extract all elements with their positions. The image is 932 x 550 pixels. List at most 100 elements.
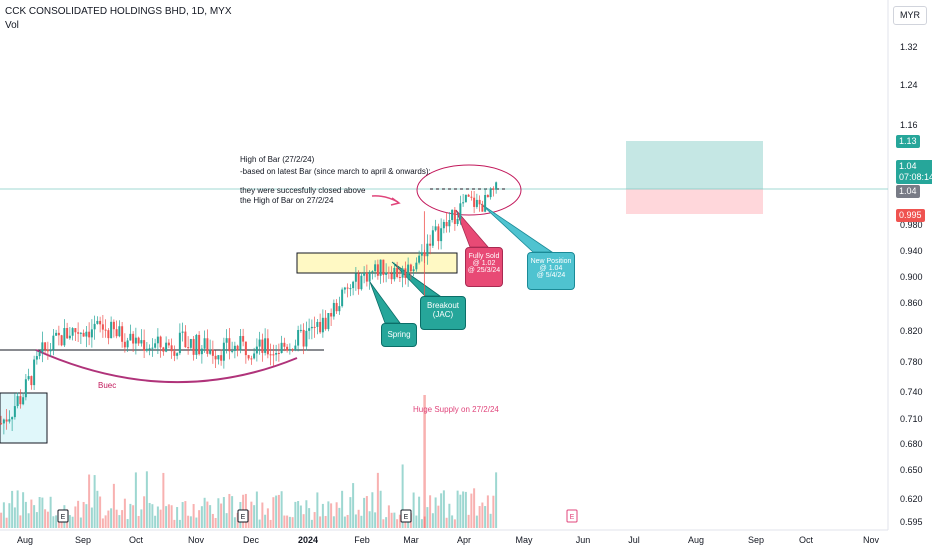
candle-body: [275, 353, 278, 355]
candle-body: [209, 349, 212, 354]
x-tick-label: Oct: [129, 535, 144, 545]
volume-bar: [261, 502, 264, 528]
candle-body: [368, 271, 371, 282]
candle-body: [110, 321, 113, 339]
spring-label: Spring: [387, 330, 411, 339]
volume-bar: [313, 512, 316, 528]
volume-bar: [217, 498, 220, 528]
sold-label: Fully Sold: [468, 253, 500, 260]
volume-bar: [434, 497, 437, 528]
volume-label: Vol: [5, 20, 19, 31]
candle-body: [412, 269, 415, 272]
volume-bar: [46, 511, 49, 528]
candle-body: [313, 326, 316, 328]
volume-bar: [354, 514, 357, 528]
volume-bar: [13, 507, 16, 528]
x-tick-label: Sep: [75, 535, 91, 545]
volume-bar: [90, 507, 93, 528]
volume-bar: [187, 515, 190, 528]
candle-body: [162, 347, 165, 352]
candle-body: [253, 353, 256, 359]
candle-body: [401, 268, 404, 278]
volume-bar: [324, 515, 327, 528]
volume-bar: [250, 501, 253, 528]
candle-body: [357, 273, 360, 290]
candle-body: [0, 423, 3, 425]
volume-bar: [462, 491, 465, 528]
buec-arc: [35, 349, 298, 384]
candle-body: [49, 349, 52, 352]
earnings-marker: [400, 509, 412, 523]
candle-body: [236, 345, 239, 351]
volume-bar: [363, 497, 366, 528]
candle-body: [343, 287, 346, 290]
candle-body: [93, 323, 96, 330]
candle-body: [360, 275, 363, 290]
candle-body: [96, 320, 99, 324]
candle-body: [203, 338, 206, 349]
candle-body: [308, 328, 311, 331]
volume-bar: [286, 515, 289, 528]
candle-body: [352, 281, 355, 289]
earnings-marker: [566, 509, 578, 523]
target-price-tag: 1.13: [896, 135, 920, 148]
volume-bar: [55, 515, 58, 528]
currency-button[interactable]: MYR: [893, 6, 927, 25]
candle-body: [475, 199, 478, 207]
candle-body: [143, 340, 146, 351]
candle-body: [288, 349, 291, 351]
volume-bar: [134, 472, 137, 528]
annotation-supply: Huge Supply on 27/2/24: [413, 405, 499, 414]
volume-bar: [178, 519, 181, 528]
volume-bar: [310, 519, 313, 528]
candle-body: [467, 194, 470, 197]
volume-bar: [451, 515, 454, 528]
candle-body: [2, 419, 5, 424]
volume-bar: [321, 503, 324, 528]
current-price-value: 1.04: [899, 161, 917, 171]
candle-body: [11, 417, 14, 420]
candle-body: [137, 337, 140, 344]
candle-body: [46, 349, 49, 352]
volume-bar: [154, 515, 157, 528]
volume-bar: [467, 514, 470, 528]
volume-bar: [332, 516, 335, 528]
candle-body: [437, 226, 440, 242]
candle-body: [338, 306, 341, 312]
volume-bar: [33, 505, 36, 528]
volume-bar: [96, 490, 99, 528]
candle-body: [71, 328, 74, 336]
volume-bar: [88, 474, 91, 528]
new-position-callout: New Position @ 1.04 @ 5/4/24: [527, 252, 575, 290]
y-tick-label: 0.740: [900, 387, 923, 397]
candle-body: [255, 346, 258, 354]
volume-bar: [442, 490, 445, 528]
volume-bar: [184, 501, 187, 528]
candle-body: [22, 397, 25, 405]
candle-body: [184, 331, 187, 348]
candle-body: [222, 342, 225, 361]
candle-body: [126, 340, 129, 348]
x-tick-label: Oct: [799, 535, 814, 545]
volume-bar: [5, 517, 8, 528]
volume-bar: [445, 517, 448, 528]
candle-body: [33, 359, 36, 386]
volume-bar: [346, 514, 349, 528]
y-tick-label: 0.595: [900, 517, 923, 527]
candle-body: [305, 330, 308, 347]
volume-bar: [412, 492, 415, 528]
volume-bar: [258, 519, 261, 528]
candle-body: [165, 342, 168, 352]
candle-body: [220, 355, 223, 361]
sold-date: @ 25/3/24: [467, 267, 501, 274]
candle-body: [431, 230, 434, 246]
volume-bar: [93, 475, 96, 528]
candle-body: [115, 329, 118, 337]
candle-body: [280, 342, 283, 354]
candle-body: [261, 339, 264, 353]
volume-bar: [110, 508, 113, 528]
volume-bar: [79, 517, 82, 528]
candle-body: [231, 350, 234, 352]
volume-bar: [49, 496, 52, 528]
